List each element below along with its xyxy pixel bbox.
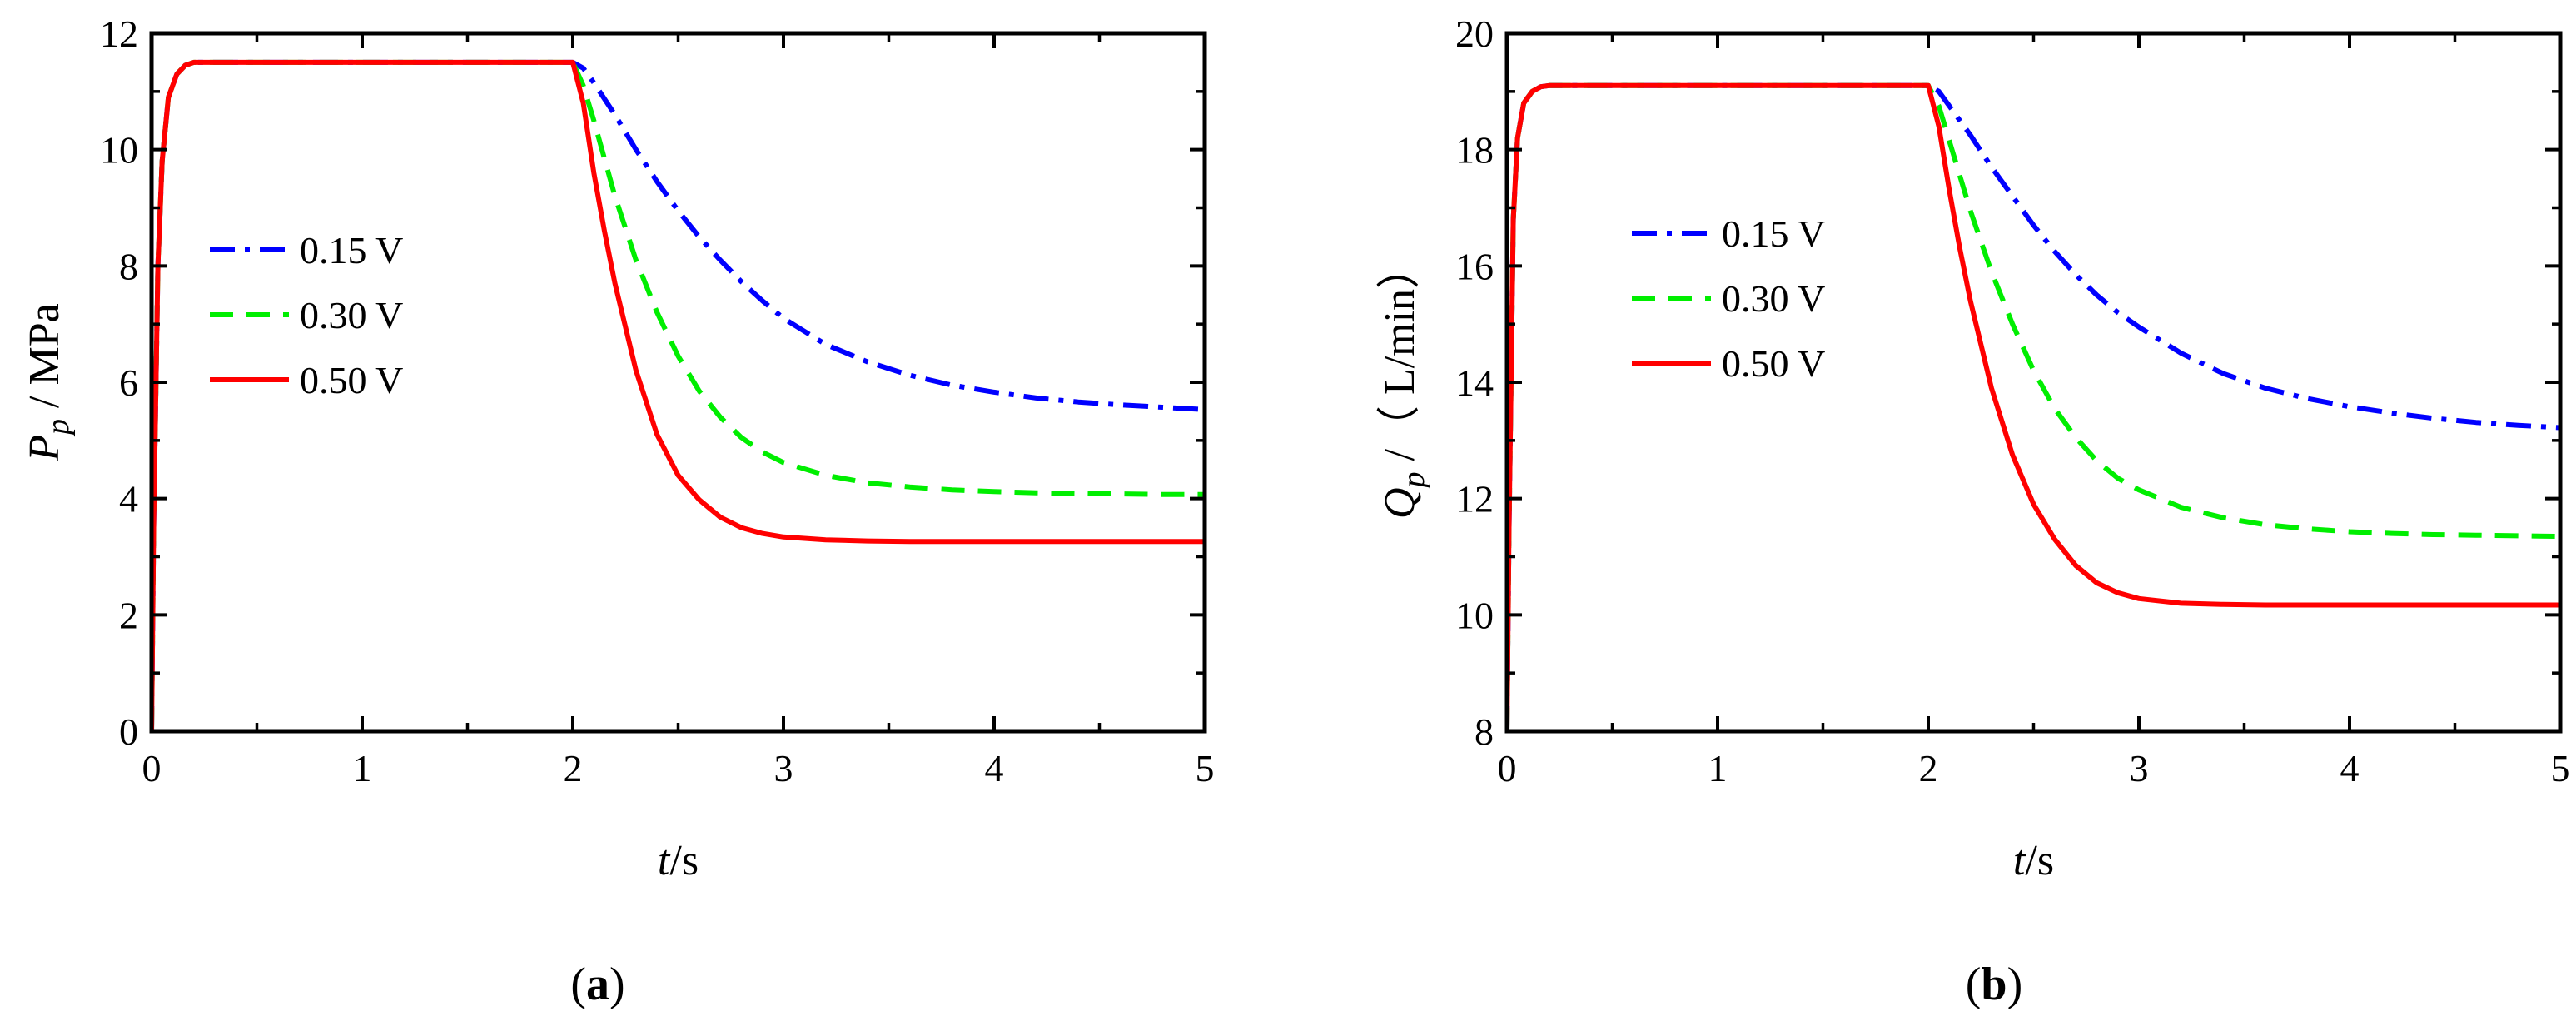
y-tick-label: 10 — [1455, 594, 1494, 636]
x-tick-label: 5 — [1196, 747, 1215, 789]
y-axis-title: Qp /（ L/min） — [1376, 246, 1431, 519]
x-axis-title: t/s — [658, 837, 699, 884]
series-group — [152, 59, 1205, 731]
legend-label: 0.30 V — [1722, 277, 1825, 320]
series-group — [1507, 82, 2560, 731]
legend-label: 0.50 V — [1722, 342, 1825, 385]
x-axis-unit: /s — [2025, 837, 2054, 884]
x-tick-label: 3 — [2130, 747, 2149, 789]
y-axis-subscript: p — [1396, 472, 1431, 491]
series-line-050V — [1507, 82, 2560, 731]
y-tick-label: 12 — [1455, 478, 1494, 520]
legend-label: 0.30 V — [300, 294, 403, 336]
panel-label-close: ) — [2007, 959, 2023, 1010]
legend-label: 0.50 V — [300, 359, 403, 401]
y-tick-label: 12 — [100, 12, 138, 55]
series-line-050V — [152, 59, 1205, 731]
x-axis-variable: t — [2013, 837, 2026, 884]
x-tick-label: 5 — [2551, 747, 2570, 789]
x-tick-label: 0 — [142, 747, 162, 789]
y-tick-label: 6 — [119, 361, 138, 404]
panel-label-open: ( — [1966, 959, 1982, 1010]
y-tick-label: 8 — [1474, 710, 1494, 753]
y-axis-subscript: p — [41, 419, 76, 437]
x-tick-label: 1 — [353, 747, 372, 789]
x-axis-variable: t — [658, 837, 671, 884]
panel-label-letter: a — [586, 959, 609, 1010]
x-tick-label: 2 — [1919, 747, 1938, 789]
x-axis-unit: /s — [669, 837, 699, 884]
plot-frame — [1504, 31, 2563, 734]
y-axis-unit: /（ L/min） — [1376, 246, 1424, 472]
y-tick-label: 18 — [1455, 129, 1494, 172]
y-tick-label: 4 — [119, 478, 138, 520]
y-tick-label: 8 — [119, 245, 138, 287]
y-axis-unit: / MPa — [21, 303, 68, 419]
y-axis-variable: P — [21, 435, 68, 462]
x-axis-title: t/s — [2013, 837, 2054, 884]
series-line-015V — [1507, 82, 2560, 731]
panel-label: (a) — [570, 959, 624, 1010]
y-tick-label: 2 — [119, 594, 138, 636]
x-tick-label: 4 — [2340, 747, 2360, 789]
y-tick-label: 20 — [1455, 12, 1494, 55]
legend-label: 0.15 V — [300, 229, 403, 271]
y-axis-variable: Q — [1376, 488, 1424, 520]
panel-label-close: ) — [609, 959, 625, 1010]
y-tick-label: 0 — [119, 710, 138, 753]
y-tick-label: 14 — [1455, 361, 1494, 404]
panel-label-open: ( — [570, 959, 586, 1010]
x-tick-label: 3 — [774, 747, 793, 789]
x-tick-label: 4 — [985, 747, 1004, 789]
y-tick-label: 16 — [1455, 245, 1494, 287]
series-line-030V — [1507, 82, 2560, 731]
panel-label-letter: b — [1981, 959, 2007, 1010]
series-line-030V — [152, 59, 1205, 731]
y-axis-title: Pp / MPa — [21, 303, 76, 461]
panel-label: (b) — [1966, 959, 2022, 1010]
legend: 0.15 V 0.30 V 0.50 V — [1632, 212, 1825, 385]
x-tick-label: 0 — [1498, 747, 1517, 789]
x-tick-label: 2 — [564, 747, 583, 789]
x-tick-label: 1 — [1708, 747, 1728, 789]
legend-label: 0.15 V — [1722, 212, 1825, 255]
legend: 0.15 V 0.30 V 0.50 V — [210, 229, 403, 401]
y-tick-label: 10 — [100, 129, 138, 172]
